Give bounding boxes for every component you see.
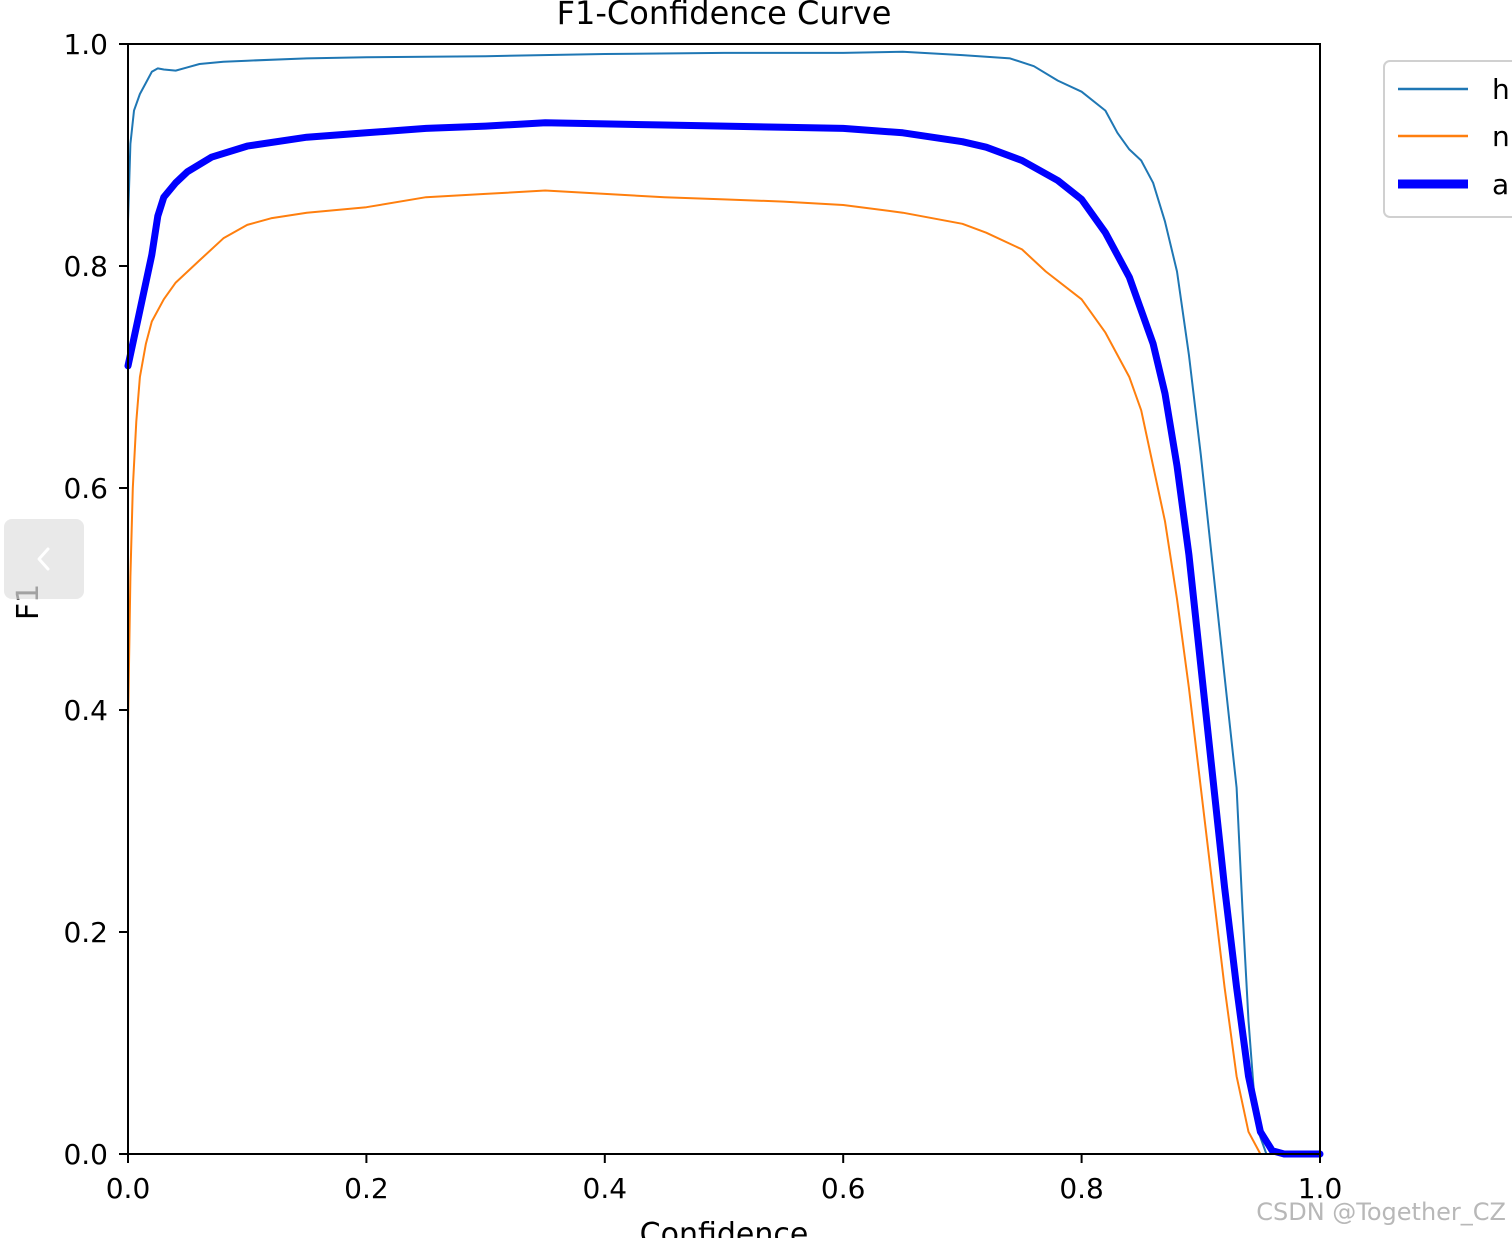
plot-frame [127, 43, 1321, 1155]
x-tick-label: 1.0 [1298, 1172, 1343, 1205]
x-axis-ticks: 0.0 0.2 0.4 0.6 0.8 1.0 [106, 1154, 1343, 1205]
legend: h n a [1383, 60, 1512, 218]
y-tick-label: 0.0 [63, 1138, 108, 1171]
legend-label-n: n [1492, 120, 1510, 153]
series-line-n [127, 189, 1321, 1155]
y-axis-ticks: 0.0 0.2 0.4 0.6 0.8 1.0 [63, 28, 128, 1171]
legend-label-h: h [1492, 73, 1510, 106]
legend-label-a: a [1492, 168, 1509, 201]
chevron-left-icon [33, 544, 55, 574]
y-tick-label: 0.2 [63, 916, 108, 949]
x-tick-label: 0.4 [583, 1172, 628, 1205]
y-tick-label: 0.8 [63, 250, 108, 283]
chart-title: F1-Confidence Curve [557, 0, 892, 32]
plot-area [128, 44, 1320, 1154]
previous-image-button[interactable] [4, 519, 84, 599]
x-tick-label: 0.6 [821, 1172, 866, 1205]
x-tick-label: 0.0 [106, 1172, 151, 1205]
series-lines [124, 50, 1324, 1158]
y-tick-label: 0.4 [63, 694, 108, 727]
legend-frame [1383, 60, 1512, 218]
x-tick-label: 0.8 [1059, 1172, 1104, 1205]
series-line-h [127, 50, 1321, 1155]
x-axis-label: Confidence [640, 1217, 809, 1238]
watermark: CSDN @Together_CZ [1256, 1198, 1506, 1226]
x-tick-label: 0.2 [344, 1172, 389, 1205]
y-tick-label: 0.6 [63, 472, 108, 505]
y-tick-label: 1.0 [63, 28, 108, 61]
series-line-a [124, 119, 1324, 1158]
